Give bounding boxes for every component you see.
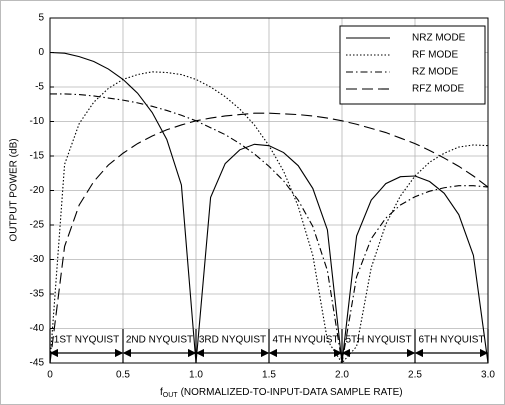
legend-label: RF MODE [412, 50, 458, 61]
series-line [50, 93, 489, 364]
zone-label: 4TH NYQUIST [272, 335, 338, 346]
zone-label: 6TH NYQUIST [418, 335, 484, 346]
zone-label: 3RD NYQUIST [199, 335, 266, 346]
x-tick-label: 0 [47, 370, 53, 381]
x-tick-label: 0.5 [116, 370, 130, 381]
zone-label: 1ST NYQUIST [54, 335, 119, 346]
y-tick-label: -10 [30, 116, 45, 127]
zone-label: 5TH NYQUIST [345, 335, 411, 346]
y-axis-label: OUTPUT POWER (dB) [9, 138, 20, 241]
zone-label-bg [344, 333, 413, 347]
zone-label: 2ND NYQUIST [126, 335, 193, 346]
x-axis-symbol: f [160, 387, 163, 398]
zone-label-bg [271, 333, 340, 347]
x-tick-label: 2.5 [408, 370, 422, 381]
x-axis-subscript: OUT [163, 392, 179, 399]
y-tick-label: -45 [30, 358, 45, 369]
y-tick-label: -20 [30, 185, 45, 196]
legend-label: RZ MODE [412, 67, 458, 78]
y-tick-label: -15 [30, 151, 45, 162]
x-tick-label: 1.0 [189, 370, 203, 381]
legend-box [339, 25, 486, 105]
zone-label-bg [198, 333, 267, 347]
series-line [49, 112, 489, 364]
y-tick-label: 0 [38, 47, 44, 58]
y-tick-label: 5 [38, 13, 44, 24]
x-tick-label: 3.0 [481, 370, 495, 381]
y-tick-label: -30 [30, 254, 45, 265]
x-axis-text: (NORMALIZED-TO-INPUT-DATA SAMPLE RATE) [181, 387, 403, 398]
y-tick-label: -25 [30, 220, 45, 231]
y-tick-label: -40 [30, 323, 45, 334]
legend-label: RFZ MODE [412, 84, 465, 95]
zone-label-bg [52, 333, 121, 347]
legend-label: NRZ MODE [412, 33, 466, 44]
x-axis-label: fOUT (NORMALIZED-TO-INPUT-DATA SAMPLE RAT… [160, 387, 403, 399]
zone-label-bg [125, 333, 194, 347]
y-tick-label: -5 [35, 82, 44, 93]
series-line [49, 71, 489, 364]
y-tick-label: -35 [30, 289, 45, 300]
x-tick-label: 2.0 [335, 370, 349, 381]
zone-label-bg [417, 333, 486, 347]
x-tick-label: 1.5 [262, 370, 276, 381]
